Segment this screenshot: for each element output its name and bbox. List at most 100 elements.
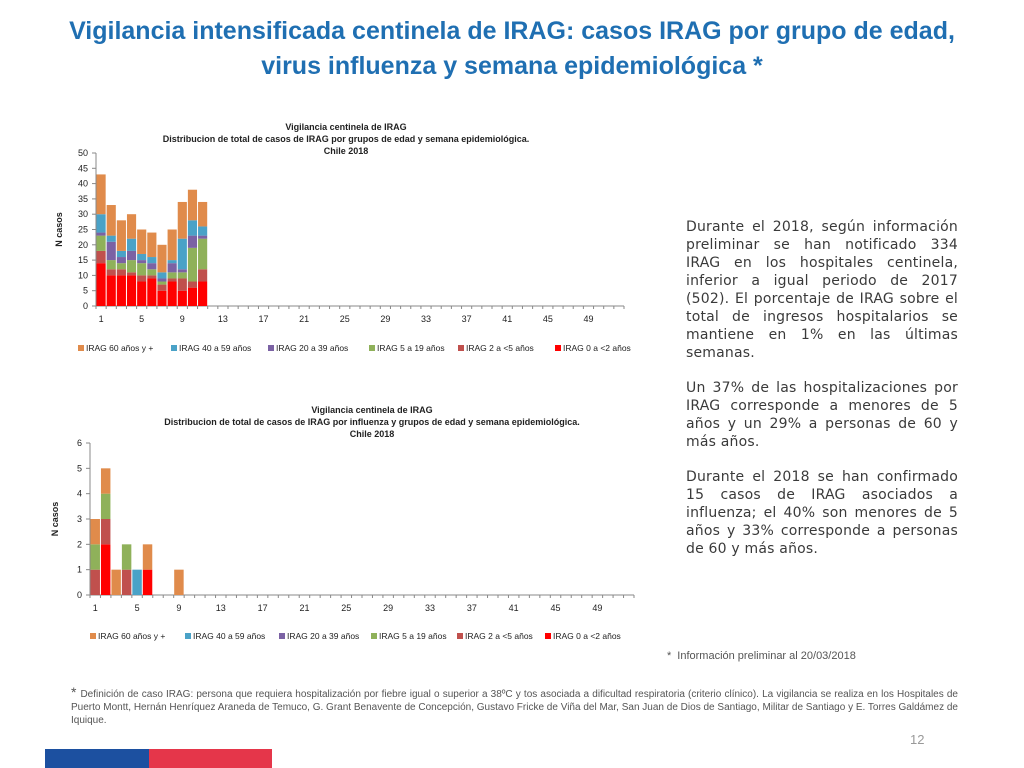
chart1-bar-segment xyxy=(106,235,116,242)
chart1-y-tick-label: 45 xyxy=(78,163,88,173)
chart1-bar-segment xyxy=(137,281,147,306)
slide-title-line-1: Vigilancia intensificada centinela de IR… xyxy=(69,17,955,45)
chart1-bar-segment xyxy=(157,272,167,279)
chart2-y-tick-label: 6 xyxy=(77,438,82,448)
chart1-legend-swatch xyxy=(268,345,274,351)
chart1-bar-segment xyxy=(137,253,147,261)
chart1-bar-segment xyxy=(96,214,106,233)
chart1-bar-segment xyxy=(106,275,116,306)
chart1-y-tick-label: 15 xyxy=(78,255,88,265)
chart2-x-tick-label: 25 xyxy=(341,603,351,613)
chart2-x-tick-label: 13 xyxy=(216,603,226,613)
chart2-x-tick-label: 41 xyxy=(509,603,519,613)
chart1-bar-segment xyxy=(116,250,126,258)
chart1-bar-segment xyxy=(137,263,147,276)
chart1-bar-segment xyxy=(106,241,116,261)
chart2-y-axis-label: N casos xyxy=(50,502,60,537)
chart1-bar-segment xyxy=(137,260,147,264)
chart1-y-tick-label: 35 xyxy=(78,194,88,204)
chart1-bar-segment xyxy=(198,269,208,282)
chart2-y-tick-label: 3 xyxy=(77,514,82,524)
chart1-title-line-1: Vigilancia centinela de IRAG xyxy=(285,122,406,132)
chart1-bar-segment xyxy=(177,278,187,291)
chart2-x-tick-label: 37 xyxy=(467,603,477,613)
chart1-bar-segment xyxy=(147,263,157,270)
chart1-bar-segment xyxy=(167,260,177,264)
chart1-bar-segment xyxy=(96,235,106,251)
chart2-x-tick-label: 5 xyxy=(135,603,140,613)
chart2-bar-segment xyxy=(90,569,100,595)
chart2-y-tick-label: 1 xyxy=(77,565,82,575)
chart1-bar-segment xyxy=(177,290,187,306)
chart2-bar-segment xyxy=(121,544,132,570)
chart1-bar-segment xyxy=(96,263,106,306)
influenza-age-group-chart: Vigilancia centinela de IRAG Distribucion… xyxy=(40,398,640,648)
chart2-bar-segment xyxy=(100,493,111,519)
chart2-legend-label: IRAG 0 a <2 años xyxy=(553,631,621,641)
page-number: 12 xyxy=(910,732,925,747)
chart2-legend-swatch xyxy=(90,633,96,639)
chart2-x-tick-label: 1 xyxy=(93,603,98,613)
chart1-bar-segment xyxy=(147,275,157,279)
chart2-x-tick-label: 49 xyxy=(592,603,602,613)
chart1-bar-segment xyxy=(106,269,116,276)
chart1-legend-swatch xyxy=(458,345,464,351)
chart1-legend-label: IRAG 20 a 39 años xyxy=(276,343,348,353)
chart2-y-tick-label: 2 xyxy=(77,539,82,549)
chart1-title-line-2: Distribucion de total de casos de IRAG p… xyxy=(163,134,530,144)
footer-blue-bar xyxy=(45,749,149,768)
chart1-bar-segment xyxy=(187,220,198,236)
chart1-bar-segment xyxy=(198,201,208,227)
chart1-bar-segment xyxy=(187,235,198,248)
chart1-legend-swatch xyxy=(369,345,375,351)
chart1-y-tick-label: 30 xyxy=(78,209,88,219)
chart1-bar-segment xyxy=(157,281,167,285)
chart1-bar-segment xyxy=(126,260,137,273)
chart1-y-tick-label: 50 xyxy=(78,148,88,158)
chart1-bar-segment xyxy=(187,287,198,306)
chart1-bar-segment xyxy=(116,275,126,306)
chart1-x-tick-label: 45 xyxy=(543,314,553,324)
chart1-bar-segment xyxy=(187,281,198,288)
chart1-bar-segment xyxy=(137,229,147,254)
chart1-y-tick-label: 10 xyxy=(78,270,88,280)
chart2-legend-label: IRAG 40 a 59 años xyxy=(193,631,265,641)
chart1-x-tick-label: 25 xyxy=(340,314,350,324)
chart1-bar-segment xyxy=(198,238,208,270)
chart2-x-tick-label: 9 xyxy=(176,603,181,613)
chart1-legend-label: IRAG 60 años y + xyxy=(86,343,153,353)
chart1-bar-segment xyxy=(167,263,177,273)
chart1-x-tick-label: 5 xyxy=(139,314,144,324)
chart1-bar-segment xyxy=(96,232,106,236)
chart1-bar-segment xyxy=(126,275,137,306)
chart1-y-tick-label: 5 xyxy=(83,286,88,296)
chart2-y-tick-label: 4 xyxy=(77,489,82,499)
preliminary-note: * Información preliminar al 20/03/2018 xyxy=(667,650,856,662)
chart2-y-tick-label: 5 xyxy=(77,463,82,473)
irag-age-group-chart: Vigilancia centinela de IRAG Distribucion… xyxy=(40,112,640,362)
chart1-x-tick-label: 9 xyxy=(180,314,185,324)
chart1-bar-segment xyxy=(198,235,208,239)
chart1-bar-segment xyxy=(147,269,157,276)
chart1-bar-segment xyxy=(147,232,157,258)
chart2-legend-swatch xyxy=(185,633,191,639)
chart1-bar-segment xyxy=(167,278,177,282)
chart1-title-line-3: Chile 2018 xyxy=(324,146,369,156)
chart1-x-tick-label: 41 xyxy=(502,314,512,324)
chart2-x-tick-label: 17 xyxy=(258,603,268,613)
chart1-bar-segment xyxy=(116,257,126,264)
chart1-bar-segment xyxy=(137,275,147,282)
chart2-legend-label: IRAG 60 años y + xyxy=(98,631,165,641)
chart1-legend-swatch xyxy=(78,345,84,351)
chart1-bar-segment xyxy=(147,257,157,264)
preliminary-note-text: Información preliminar al 20/03/2018 xyxy=(677,650,856,662)
chart1-bar-segment xyxy=(198,226,208,236)
chart1-bar-segment xyxy=(187,189,198,221)
chart1-bar-segment xyxy=(187,247,198,282)
chart2-legend-label: IRAG 2 a <5 años xyxy=(465,631,533,641)
summary-text: Durante el 2018, según información preli… xyxy=(686,218,958,558)
chart2-x-tick-label: 45 xyxy=(551,603,561,613)
chart1-x-tick-label: 33 xyxy=(421,314,431,324)
preliminary-note-star: * xyxy=(667,650,672,662)
chart1-legend-swatch xyxy=(555,345,561,351)
